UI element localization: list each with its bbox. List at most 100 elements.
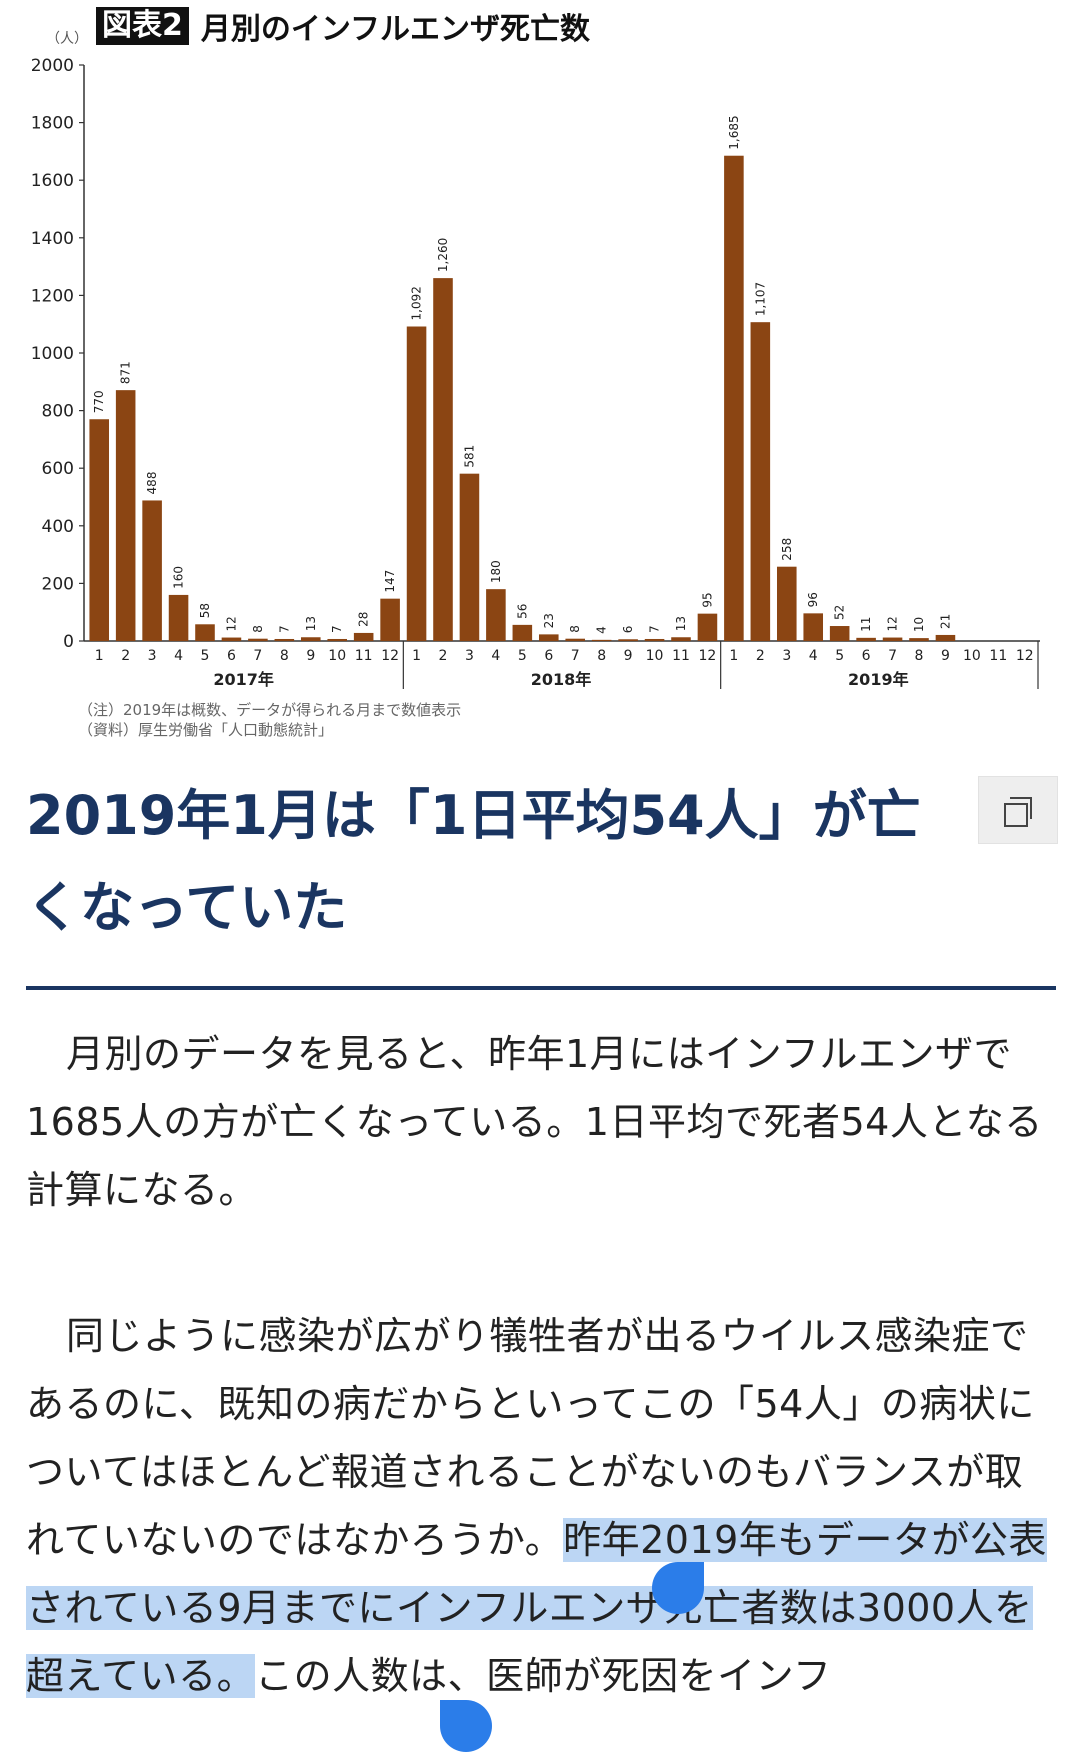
figure-source: （資料）厚生労働省「人口動態統計」 (78, 721, 334, 739)
heading-divider (26, 986, 1056, 990)
figure: 図表2 月別のインフルエンザ死亡数 （人） 0 200 400 600 800 1000 1… (0, 0, 1065, 750)
bar (89, 419, 110, 641)
x-tick-label: 12 (1016, 648, 1034, 664)
bar (512, 624, 533, 641)
bar (168, 594, 189, 641)
bar (433, 278, 453, 641)
bar (618, 639, 638, 641)
bar (724, 155, 744, 641)
bar-value-label: 8 (251, 625, 265, 633)
bar (248, 638, 268, 641)
x-tick-label: 4 (491, 648, 500, 664)
bar-value-label: 95 (700, 592, 714, 607)
bar (776, 566, 797, 641)
bar (221, 637, 242, 641)
bar-chart: 0 200 400 600 800 1000 1200 1400 1600 1800 2000 770… (31, 56, 1040, 689)
x-tick-label: 11 (672, 648, 690, 664)
bar-value-label: 1,685 (727, 115, 741, 149)
x-tick-label: 1 (95, 648, 104, 664)
bar (142, 500, 162, 641)
section-heading-wrap: 2019年1月は「1日平均54人」が亡くなっていた (26, 770, 946, 954)
bar (565, 638, 586, 641)
bar-value-label: 11 (859, 617, 873, 632)
bar-value-label: 871 (119, 361, 133, 384)
bar-value-label: 7 (277, 625, 291, 633)
figure-header: 図表2 月別のインフルエンザ死亡数 (96, 6, 590, 47)
selection-end-handle[interactable] (440, 1700, 492, 1752)
x-tick-label: 1 (729, 648, 738, 664)
bar-value-label: 56 (515, 604, 529, 619)
bar-value-label: 13 (304, 616, 318, 631)
x-tick-label: 6 (227, 648, 236, 664)
bar-value-label: 21 (938, 614, 952, 629)
bar (538, 634, 559, 641)
bar (327, 638, 348, 641)
bar-value-label: 12 (886, 616, 900, 631)
y-tick-label: 800 (42, 402, 74, 422)
y-tick-label: 1800 (31, 114, 74, 134)
bar (803, 613, 824, 641)
bar (300, 637, 321, 641)
bar (882, 637, 903, 641)
bar (644, 638, 665, 641)
x-tick-label: 8 (280, 648, 289, 664)
x-tick-label: 7 (888, 648, 897, 664)
x-tick-label: 1 (412, 648, 421, 664)
bar-value-label: 180 (489, 560, 503, 583)
x-tick-label: 5 (201, 648, 210, 664)
x-tick-label: 7 (253, 648, 262, 664)
x-tick-label: 6 (862, 648, 871, 664)
section-heading: 2019年1月は「1日平均54人」が亡くなっていた (26, 784, 921, 939)
x-tick-label: 8 (597, 648, 606, 664)
x-tick-label: 12 (381, 648, 399, 664)
bar (353, 632, 374, 641)
x-tick-label: 10 (646, 648, 664, 664)
bar-value-label: 6 (621, 626, 635, 634)
bar-value-label: 1,260 (436, 238, 450, 272)
bar (380, 598, 400, 641)
y-tick-label: 1600 (31, 171, 74, 191)
paragraph-text: 同じように感染が広がり犠牲者が出るウイルス感染症であるのに、既知の病だからといっ… (26, 1314, 1035, 1562)
bar-value-label: 770 (92, 390, 106, 413)
bar-value-label: 7 (648, 625, 662, 633)
bar-value-label: 581 (462, 445, 476, 468)
x-tick-label: 2 (756, 648, 765, 664)
y-tick-label: 2000 (31, 56, 74, 76)
x-tick-label: 9 (624, 648, 633, 664)
figure-notes: （注）2019年は概数、データが得られる月まで数値表示 （資料）厚生労働省「人口… (78, 700, 461, 740)
bar (115, 390, 136, 641)
bar (909, 638, 929, 641)
y-tick-label: 600 (42, 459, 74, 479)
bar (195, 624, 215, 641)
bar (697, 613, 718, 641)
bar-value-label: 4 (595, 626, 609, 634)
bar (829, 626, 850, 641)
x-tick-label: 9 (941, 648, 950, 664)
x-tick-label: 3 (465, 648, 474, 664)
x-tick-label: 8 (915, 648, 924, 664)
x-tick-label: 10 (963, 648, 981, 664)
x-tick-label: 3 (782, 648, 791, 664)
x-tick-label: 11 (355, 648, 373, 664)
x-tick-label: 3 (148, 648, 157, 664)
x-tick-label: 5 (518, 648, 527, 664)
bar (459, 473, 480, 641)
bar-value-label: 13 (674, 616, 688, 631)
bar (591, 639, 612, 641)
year-label: 2018年 (531, 670, 592, 689)
article-paragraph-1: 月別のデータを見ると、昨年1月にはインフルエンザで1685人の方が亡くなっている… (26, 1032, 1043, 1212)
bar-value-label: 58 (198, 603, 212, 618)
y-tick-label: 0 (63, 632, 74, 652)
selection-start-handle[interactable] (652, 1562, 704, 1614)
bar-value-label: 52 (833, 605, 847, 620)
x-tick-label: 7 (571, 648, 580, 664)
x-tick-label: 2 (121, 648, 130, 664)
bar-value-label: 8 (568, 625, 582, 633)
figure-badge: 図表2 (96, 7, 189, 45)
x-tick-label: 12 (699, 648, 717, 664)
bar-value-label: 147 (383, 570, 397, 593)
copy-button[interactable] (978, 776, 1058, 844)
y-axis-unit: （人） (46, 31, 88, 47)
y-tick-label: 400 (42, 517, 74, 537)
bar (856, 637, 876, 641)
